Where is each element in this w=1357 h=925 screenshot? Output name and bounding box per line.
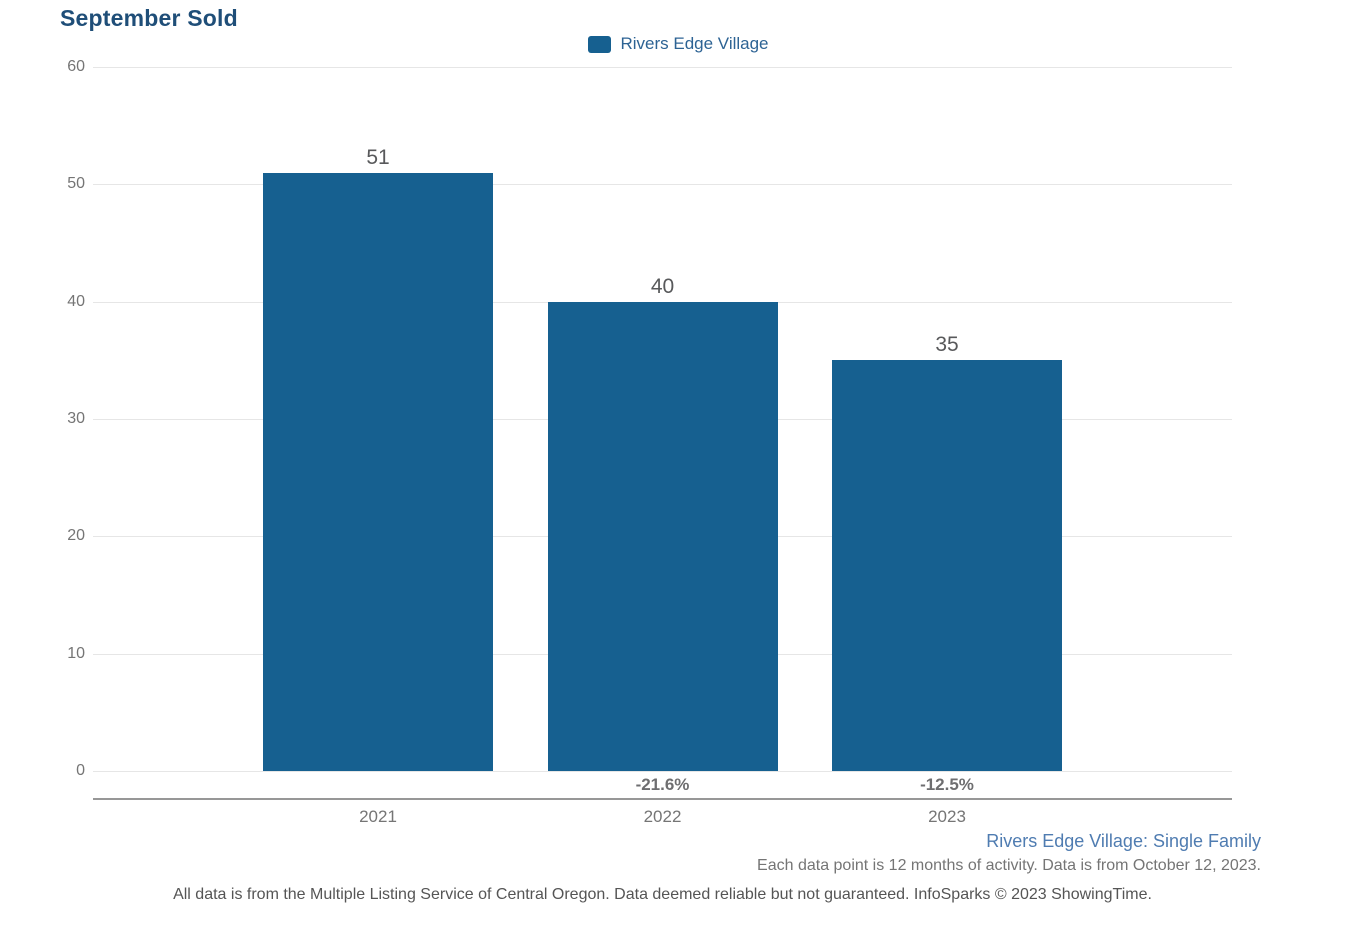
legend-swatch-icon — [588, 35, 612, 53]
bar-2022[interactable] — [547, 301, 778, 771]
activity-note: Each data point is 12 months of activity… — [757, 857, 1261, 874]
x-axis-category-label: 2021 — [359, 807, 397, 826]
bar-value-label: 51 — [366, 145, 390, 169]
pct-change-label: -21.6% — [635, 775, 690, 794]
x-axis-category-label: 2023 — [928, 807, 966, 826]
x-axis-category-label: 2022 — [643, 807, 682, 826]
x-axis-line — [93, 798, 1232, 800]
y-axis-tick-label: 10 — [67, 644, 85, 662]
gridline — [93, 67, 1232, 68]
bar-2021[interactable] — [263, 172, 493, 771]
legend-label: Rivers Edge Village — [620, 34, 769, 53]
chart-title: September Sold — [60, 5, 238, 31]
y-axis-tick-label: 50 — [67, 175, 85, 193]
y-axis-tick-label: 60 — [67, 58, 85, 75]
y-axis-tick-label: 30 — [67, 410, 85, 427]
series-note: Rivers Edge Village: Single Family — [986, 831, 1261, 851]
legend-item[interactable]: Rivers Edge Village — [588, 34, 769, 54]
y-axis-tick-label: 40 — [67, 292, 85, 310]
disclaimer: All data is from the Multiple Listing Se… — [173, 886, 1152, 903]
legend: Rivers Edge Village — [0, 34, 1357, 54]
gridline — [93, 771, 1232, 772]
bar-value-label: 35 — [935, 333, 959, 357]
bar-value-label: 40 — [650, 274, 675, 298]
pct-change-label: -12.5% — [920, 775, 974, 794]
y-axis-tick-label: 20 — [67, 527, 85, 545]
gridline — [93, 184, 1232, 186]
y-axis-tick-label: 0 — [76, 762, 85, 779]
bar-2023[interactable] — [832, 360, 1062, 771]
